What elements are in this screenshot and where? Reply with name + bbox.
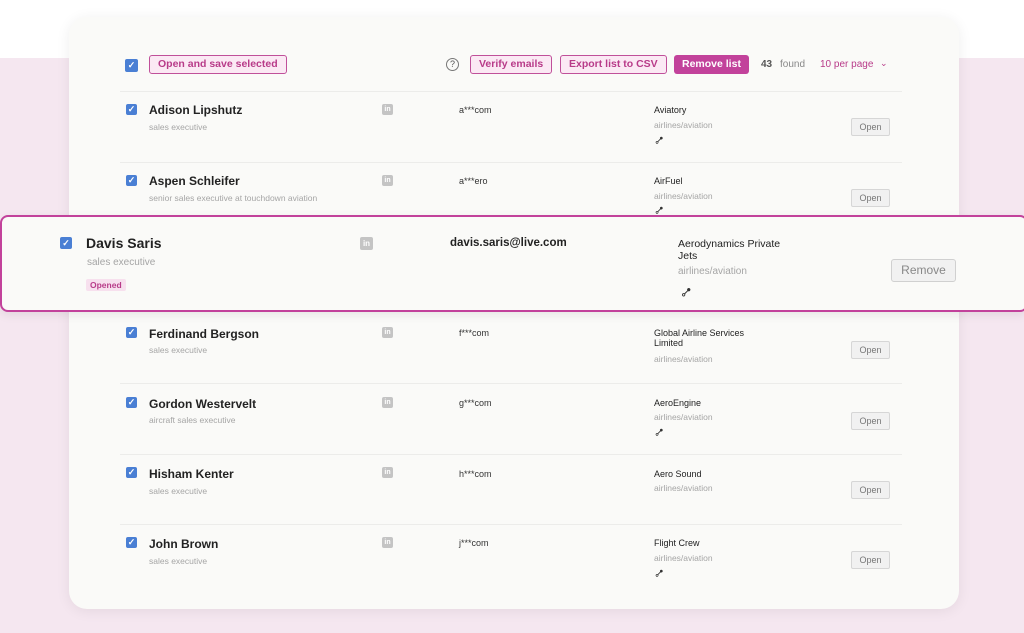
company-name: AeroEngine [654, 398, 702, 408]
open-button[interactable]: Open [851, 341, 890, 359]
contact-name[interactable]: John Brown [149, 537, 219, 551]
row-checkbox[interactable]: ✓ [126, 397, 137, 408]
help-icon[interactable]: ? [446, 58, 459, 71]
contact-email: h***com [459, 469, 492, 479]
company-industry: airlines/aviation [654, 412, 713, 422]
contact-name[interactable]: Davis Saris [86, 235, 162, 251]
linkedin-icon[interactable]: in [382, 104, 393, 115]
company-name: Global Airline Services Limited [654, 328, 745, 348]
open-button[interactable]: Open [851, 189, 890, 207]
divider [120, 162, 902, 163]
contact-title: sales executive [149, 345, 208, 355]
row-checkbox[interactable]: ✓ [60, 237, 72, 249]
contact-title: sales executive [149, 486, 208, 496]
contact-email: a***com [459, 105, 492, 115]
per-page-select[interactable]: 10 per page [820, 59, 874, 70]
open-button[interactable]: Open [851, 481, 890, 499]
export-csv-button[interactable]: Export list to CSV [560, 55, 667, 74]
row-checkbox[interactable]: ✓ [126, 104, 137, 115]
linkedin-icon[interactable]: in [382, 467, 393, 478]
link-icon[interactable]: ⊶ [676, 282, 696, 302]
chevron-down-icon[interactable]: ⌄ [880, 58, 888, 68]
linkedin-icon[interactable]: in [382, 537, 393, 548]
remove-button[interactable]: Remove [891, 259, 956, 282]
contact-email: j***com [459, 538, 489, 548]
contact-title: aircraft sales executive [149, 415, 236, 425]
contact-title: sales executive [87, 257, 156, 268]
row-checkbox[interactable]: ✓ [126, 175, 137, 186]
divider [120, 383, 902, 384]
open-button[interactable]: Open [851, 412, 890, 430]
found-count: 43 [761, 59, 773, 70]
company-name: Aviatory [654, 105, 687, 115]
company-name: AirFuel [654, 176, 683, 186]
contact-name[interactable]: Gordon Westervelt [149, 397, 257, 411]
open-and-save-selected-button[interactable]: Open and save selected [149, 55, 287, 74]
divider [120, 91, 902, 92]
contact-name[interactable]: Hisham Kenter [149, 467, 234, 481]
select-all-checkbox[interactable]: ✓ [125, 59, 138, 72]
row-checkbox[interactable]: ✓ [126, 467, 137, 478]
company-industry: airlines/aviation [654, 553, 713, 563]
company-industry: airlines/aviation [678, 266, 747, 277]
company-name: Aerodynamics Private Jets [678, 238, 781, 262]
contact-email: davis.saris@live.com [450, 237, 567, 249]
linkedin-icon[interactable]: in [382, 175, 393, 186]
company-name: Aero Sound [654, 469, 702, 479]
open-button[interactable]: Open [851, 118, 890, 136]
opened-badge: Opened [86, 279, 126, 291]
company-industry: airlines/aviation [654, 483, 713, 493]
company-industry: airlines/aviation [654, 120, 713, 130]
contact-title: sales executive [149, 556, 208, 566]
divider [120, 524, 902, 525]
contact-title: senior sales executive at touchdown avia… [149, 193, 318, 203]
row-checkbox[interactable]: ✓ [126, 537, 137, 548]
contact-name[interactable]: Adison Lipshutz [149, 103, 243, 117]
contact-email: f***com [459, 328, 490, 338]
verify-emails-button[interactable]: Verify emails [470, 55, 553, 74]
row-checkbox[interactable]: ✓ [126, 327, 137, 338]
contact-name[interactable]: Aspen Schleifer [149, 174, 240, 188]
contact-email: g***com [459, 398, 492, 408]
remove-list-button[interactable]: Remove list [674, 55, 749, 74]
open-button[interactable]: Open [851, 551, 890, 569]
linkedin-icon[interactable]: in [360, 237, 373, 250]
linkedin-icon[interactable]: in [382, 327, 393, 338]
contact-email: a***ero [459, 176, 488, 186]
linkedin-icon[interactable]: in [382, 397, 393, 408]
contact-title: sales executive [149, 122, 208, 132]
contact-name[interactable]: Ferdinand Bergson [149, 327, 260, 341]
company-name: Flight Crew [654, 538, 700, 548]
divider [120, 454, 902, 455]
company-industry: airlines/aviation [654, 191, 713, 201]
found-label: found [780, 59, 806, 70]
company-industry: airlines/aviation [654, 354, 713, 364]
highlighted-row[interactable]: ✓ Davis Saris sales executive Opened in … [0, 215, 1024, 312]
contact-list-card [69, 17, 959, 609]
